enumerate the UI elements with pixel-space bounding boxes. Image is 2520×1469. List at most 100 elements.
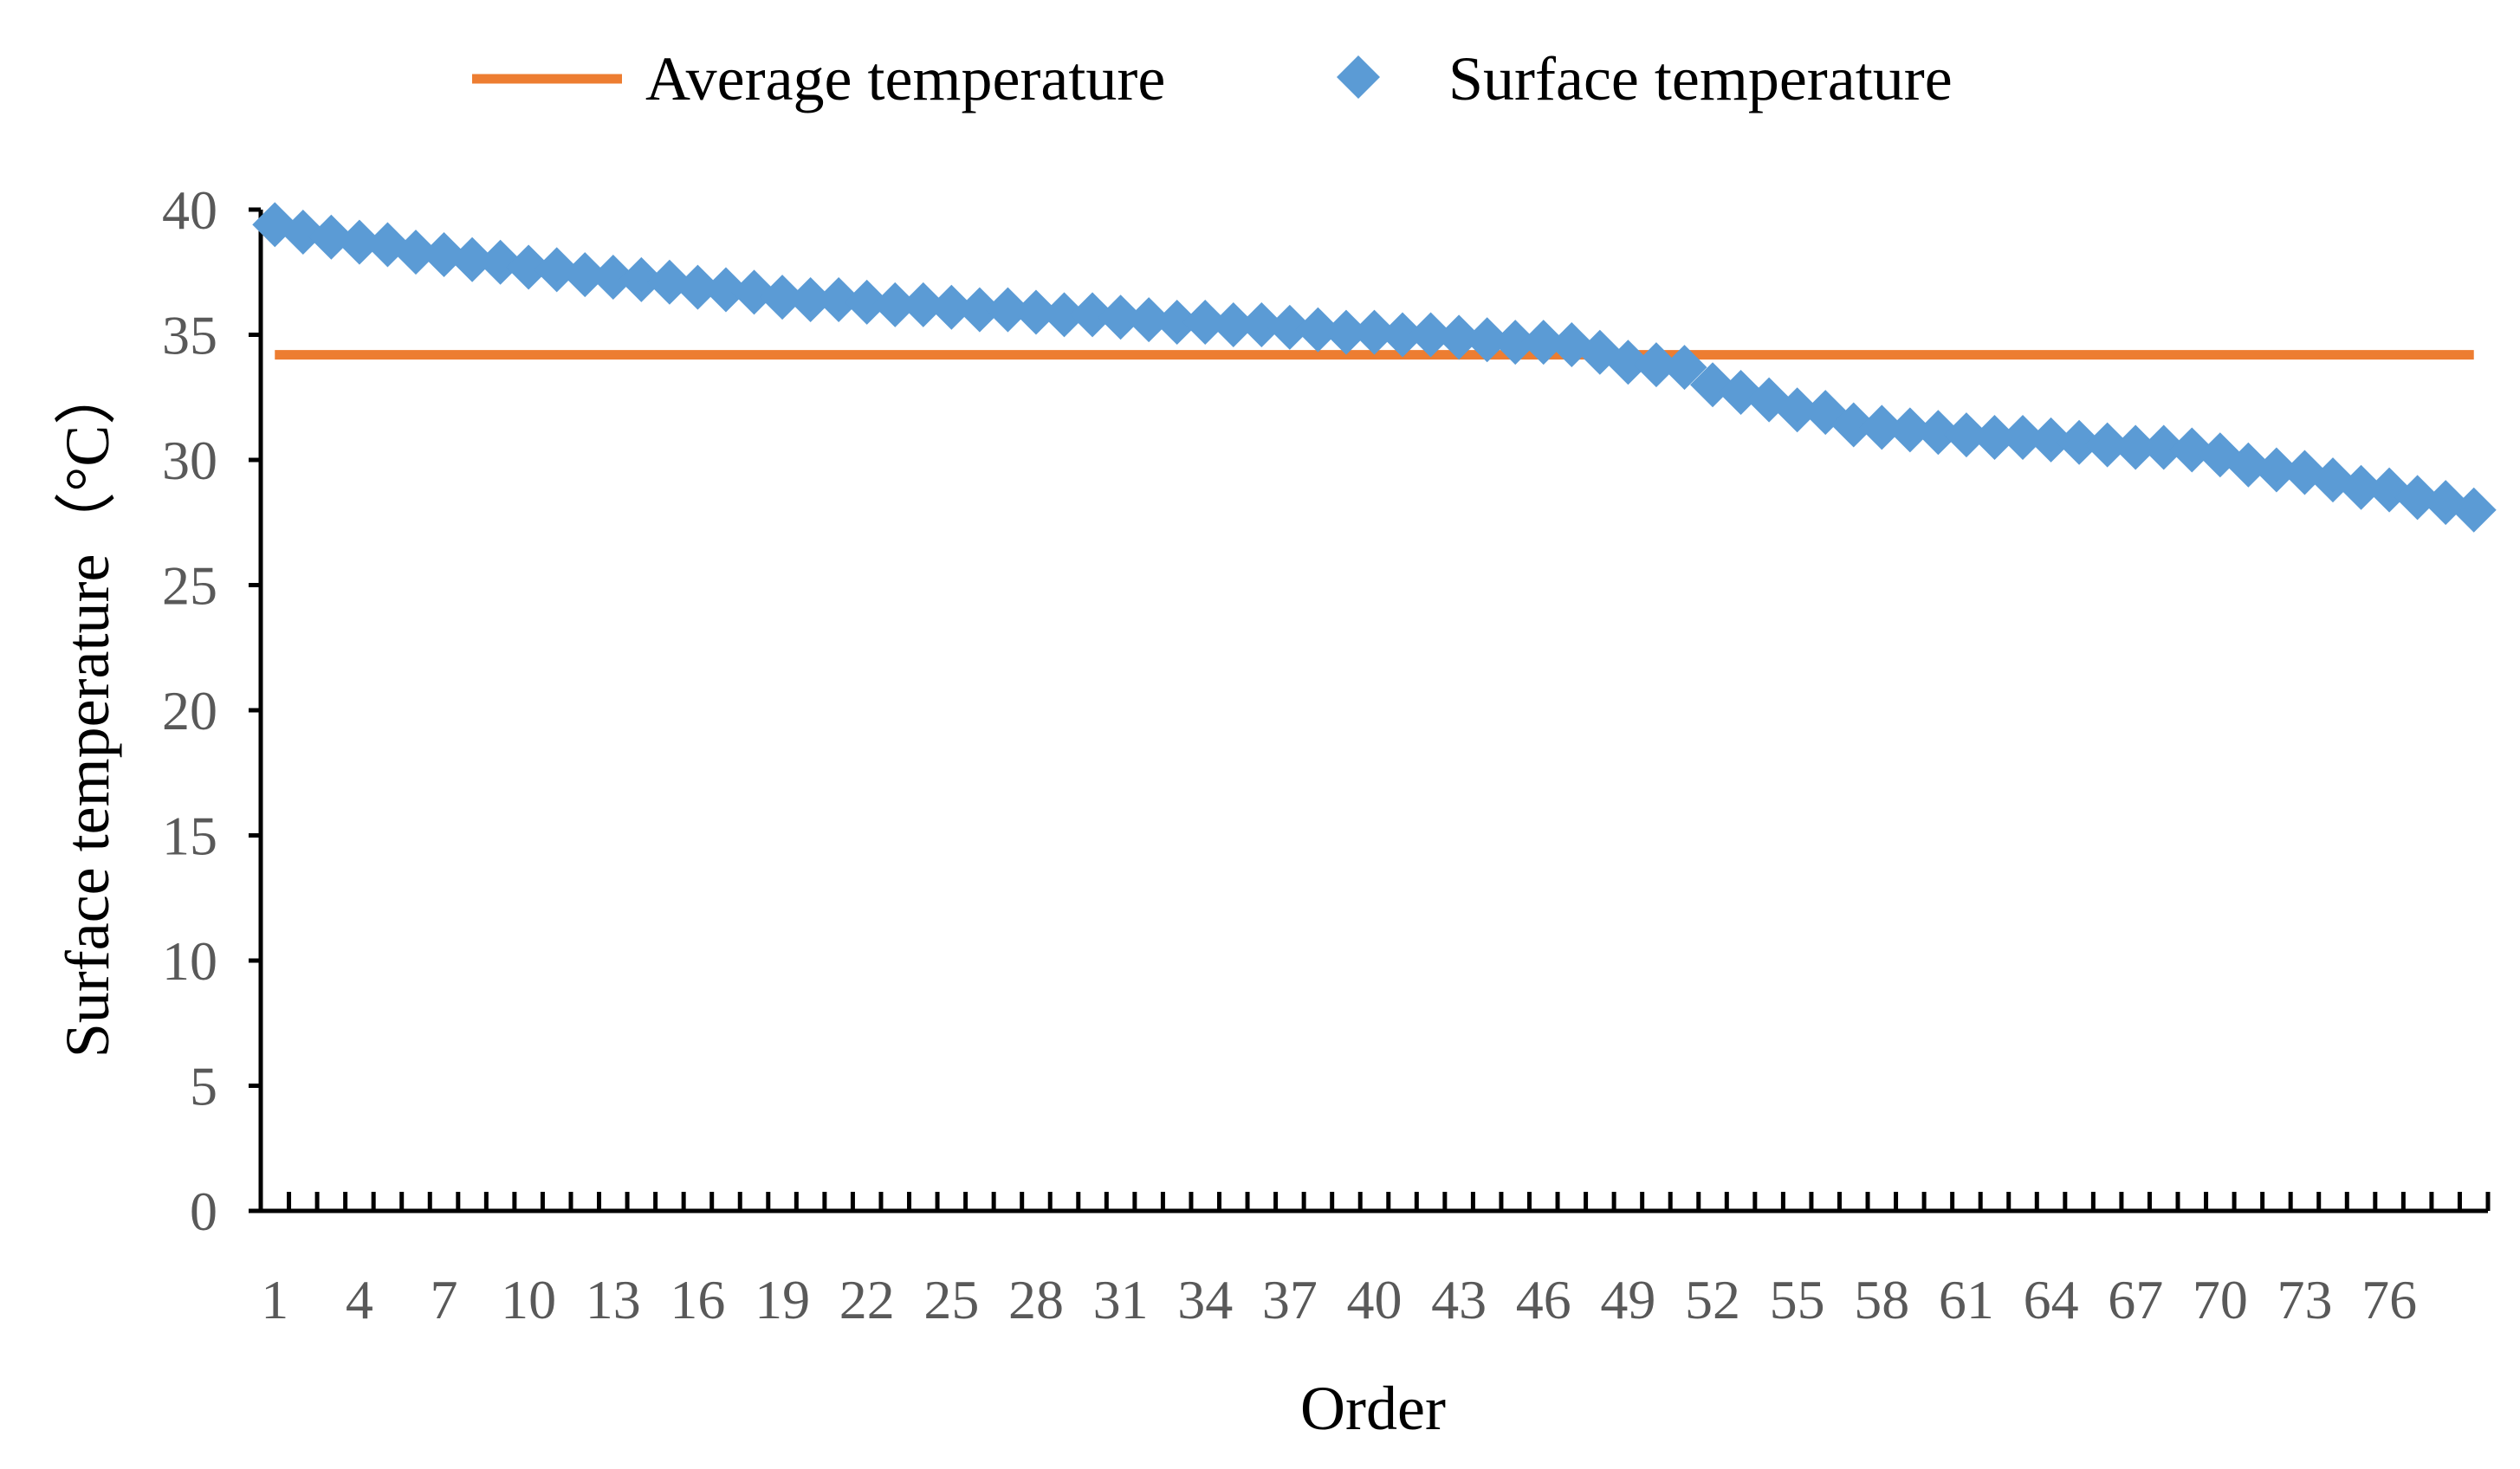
surface-temperature-point	[1266, 304, 1312, 350]
y-tick-label: 40	[162, 179, 217, 241]
surface-temperature-point	[1830, 402, 1876, 448]
surface-temperature-point	[675, 264, 721, 310]
surface-temperature-point	[2028, 417, 2074, 463]
surface-temperature-point	[1182, 300, 1228, 346]
surface-temperature-point	[450, 236, 496, 282]
surface-temperature-point	[1098, 294, 1143, 340]
x-tick-label: 7	[431, 1269, 458, 1330]
surface-temperature-point	[1295, 307, 1341, 353]
surface-temperature-point	[1605, 340, 1651, 385]
surface-temperature-point	[2000, 414, 2046, 460]
x-tick-label: 73	[2277, 1269, 2332, 1330]
x-tick-label: 10	[501, 1269, 556, 1330]
surface-temperature-point	[2113, 424, 2159, 470]
surface-temperature-point	[1493, 320, 1539, 366]
x-tick-label: 46	[1516, 1269, 1571, 1330]
x-tick-label: 40	[1347, 1269, 1403, 1330]
surface-temperature-point	[1520, 320, 1566, 366]
surface-temperature-point	[646, 259, 692, 305]
x-tick-labels: 1 4 7 10 13 16 19 22 25 28 31 34 37 40 43 46 49 52 55 58 61 6…	[261, 1269, 2417, 1330]
legend-label-average-temperature: Average temperature	[645, 44, 1165, 113]
surface-temperature-point	[787, 277, 833, 323]
surface-temperature-point	[731, 269, 777, 315]
x-tick-label: 22	[839, 1269, 895, 1330]
surface-temperature-point	[929, 284, 975, 330]
surface-temperature-point	[2141, 424, 2186, 470]
y-tick-label: 25	[162, 555, 217, 617]
surface-temperature-point	[1774, 387, 1820, 433]
surface-temperature-point	[1323, 309, 1369, 355]
surface-temperature-point	[308, 214, 354, 260]
x-tick-label: 55	[1770, 1269, 1825, 1330]
surface-temperature-point	[392, 230, 438, 275]
y-tick-label: 5	[190, 1056, 217, 1117]
surface-temperature-point	[900, 282, 946, 327]
surface-temperature-point	[1210, 301, 1256, 347]
x-tick-label: 70	[2193, 1269, 2248, 1330]
surface-temperature-point	[1351, 309, 1397, 355]
x-axis-title: Order	[1300, 1374, 1446, 1443]
y-tick-label: 35	[162, 305, 217, 366]
x-tick-label: 34	[1177, 1269, 1233, 1330]
surface-temperature-point	[2084, 422, 2130, 468]
surface-temperature-point	[421, 232, 467, 278]
surface-temperature-point	[1662, 345, 1707, 391]
surface-temperature-point	[1408, 312, 1454, 358]
surface-temperature-point	[1154, 300, 1200, 346]
surface-temperature-point	[619, 256, 664, 302]
x-tick-label: 58	[1854, 1269, 1909, 1330]
surface-temperature-point	[1239, 301, 1285, 347]
surface-temperature-point	[1633, 342, 1679, 388]
surface-temperature-point	[1943, 412, 1989, 458]
surface-temperature-point	[2253, 447, 2299, 493]
surface-temperature-point	[2451, 487, 2497, 533]
x-tick-label: 52	[1685, 1269, 1740, 1330]
surface-temperature-point	[2338, 464, 2384, 510]
x-tick-label: 43	[1431, 1269, 1487, 1330]
x-tick-label: 16	[670, 1269, 725, 1330]
x-ticks	[258, 1192, 2491, 1211]
x-tick-label: 31	[1093, 1269, 1149, 1330]
surface-temperature-point	[1041, 292, 1087, 338]
y-tick-label: 10	[162, 930, 217, 992]
y-tick-label: 0	[190, 1181, 217, 1242]
y-tick-label: 30	[162, 430, 217, 491]
x-tick-label: 4	[346, 1269, 373, 1330]
y-tick-labels: 0 5 10 15 20 25 30 35 40	[162, 179, 217, 1242]
x-tick-label: 19	[755, 1269, 810, 1330]
surface-temperature-point	[1746, 377, 1792, 423]
legend: Average temperature Surface temperature	[472, 44, 1953, 113]
surface-temperature-point	[1859, 404, 1905, 450]
legend-swatch-surface-temperature	[1337, 55, 1380, 99]
x-tick-label: 61	[1939, 1269, 1994, 1330]
legend-label-surface-temperature: Surface temperature	[1448, 44, 1953, 113]
surface-temperature-point	[1887, 407, 1933, 453]
axes: 0 5 10 15 20 25 30 35 40 1 4 7 10 13 16 19 22 25 28 31 34 37…	[162, 179, 2491, 1330]
surface-temperature-point	[1464, 317, 1510, 363]
y-ticks	[249, 207, 261, 1213]
surface-temperature-point	[477, 239, 523, 285]
surface-temperature-point	[1972, 414, 2018, 460]
y-axis-title: Surface temperature（°C）	[53, 363, 122, 1058]
surface-temperature-point	[2394, 475, 2440, 521]
surface-temperature-point	[816, 277, 862, 323]
surface-temperature-point	[534, 247, 580, 293]
x-tick-label: 25	[923, 1269, 979, 1330]
surface-temperature-point	[2169, 427, 2215, 473]
surface-temperature-point	[985, 287, 1031, 333]
surface-temperature-point	[760, 275, 806, 320]
surface-temperature-point	[1070, 292, 1116, 338]
x-tick-label: 28	[1008, 1269, 1064, 1330]
y-tick-label: 15	[162, 806, 217, 867]
x-tick-label: 1	[261, 1269, 288, 1330]
x-tick-label: 64	[2024, 1269, 2079, 1330]
x-tick-label: 67	[2108, 1269, 2163, 1330]
surface-temperature-point	[336, 219, 382, 265]
surface-temperature-point	[562, 252, 608, 298]
surface-temperature-point	[872, 282, 918, 327]
surface-temperature-point	[844, 279, 890, 325]
surface-temperature-point	[956, 287, 1002, 333]
surface-temperature-point	[1915, 410, 1961, 456]
